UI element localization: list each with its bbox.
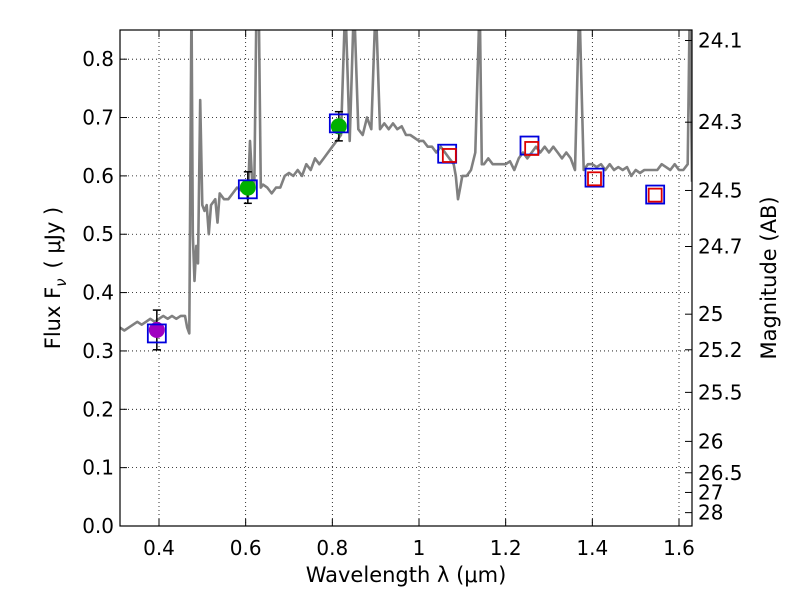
magnitude-tick-label: 24.7 xyxy=(698,234,743,258)
data-point xyxy=(239,179,256,196)
magnitude-tick-label: 25 xyxy=(698,302,723,326)
y-tick-label: 0.2 xyxy=(82,397,114,421)
model-marker xyxy=(146,323,167,344)
model-marker xyxy=(645,184,666,205)
y-tick-label: 0.8 xyxy=(82,47,114,71)
data-point xyxy=(330,118,347,135)
magnitude-tick-label: 27 xyxy=(698,480,723,504)
model-marker xyxy=(584,167,605,188)
y-axis: 0.0 0.1 0.2 0.3 0.4 0.5 0.6 0.7 0.8 xyxy=(82,47,127,538)
y-tick-label: 0.0 xyxy=(82,514,114,538)
y-axis-label-subscript: ν xyxy=(52,278,70,286)
y-tick-label: 0.3 xyxy=(82,339,114,363)
magnitude-tick-label: 25.2 xyxy=(698,338,743,362)
x-axis: 0.4 0.6 0.8 1 1.2 1.4 1.6 xyxy=(143,30,695,560)
plot-area xyxy=(120,30,692,526)
y-tick-label: 0.5 xyxy=(82,222,114,246)
x-tick-label: 1.4 xyxy=(576,536,608,560)
plot-frame xyxy=(119,29,693,527)
magnitude-tick-label: 28 xyxy=(698,501,723,525)
marker-layer xyxy=(146,110,666,351)
y-tick-label: 0.4 xyxy=(82,281,114,305)
spectrum-line xyxy=(120,30,692,335)
x-tick-label: 1.6 xyxy=(663,536,695,560)
magnitude-tick-label: 26.5 xyxy=(698,461,743,485)
y-axis-label-units: ( μJy ) xyxy=(41,207,65,269)
x-tick-label: 0.6 xyxy=(230,536,262,560)
magnitude-tick-label: 24.3 xyxy=(698,110,743,134)
model-marker xyxy=(524,141,540,156)
magnitude-axis-label: Magnitude (AB) xyxy=(757,196,781,359)
data-point xyxy=(148,321,165,338)
magnitude-tick-label: 25.5 xyxy=(698,380,743,404)
model-marker xyxy=(441,148,457,163)
model-marker xyxy=(647,187,663,203)
x-tick-label: 0.4 xyxy=(143,536,175,560)
x-tick-label: 1.2 xyxy=(490,536,522,560)
y-tick-label: 0.7 xyxy=(82,106,114,130)
model-marker xyxy=(587,171,602,187)
spectrum-layer xyxy=(120,30,692,335)
y-axis-label-main: Flux F xyxy=(41,287,65,349)
y-tick-label: 0.1 xyxy=(82,456,114,480)
x-tick-label: 0.8 xyxy=(316,536,348,560)
y-tick-label: 0.6 xyxy=(82,164,114,188)
y-axis-label: Flux Fν ( μJy ) xyxy=(41,207,70,350)
model-marker xyxy=(237,179,258,200)
model-marker xyxy=(328,113,349,134)
magnitude-tick-label: 24.5 xyxy=(698,178,743,202)
magnitude-tick-label: 26 xyxy=(698,429,723,453)
magnitude-tick-label: 24.1 xyxy=(698,29,743,53)
x-tick-label: 1 xyxy=(413,536,426,560)
x-axis-label: Wavelength λ (μm) xyxy=(306,563,507,587)
grid xyxy=(120,30,692,526)
